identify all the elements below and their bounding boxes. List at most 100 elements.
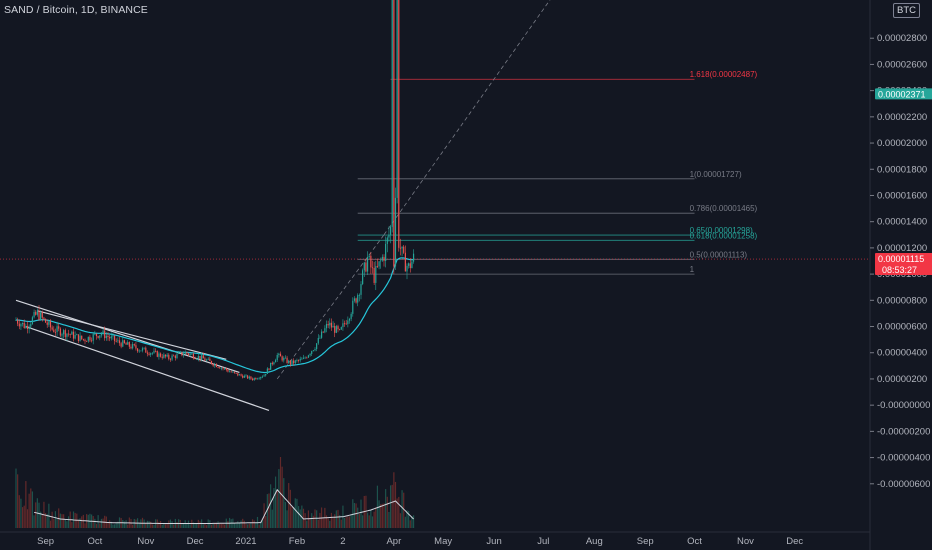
candle-body xyxy=(266,368,268,374)
fib-label: 1(0.00001727) xyxy=(690,170,742,179)
fib-label: 0.618(0.00001258) xyxy=(690,231,758,240)
volume-bar xyxy=(353,502,356,528)
volume-bar xyxy=(281,466,283,528)
time-tick-label: Jun xyxy=(486,536,501,547)
candle-body xyxy=(90,340,93,342)
candle-body xyxy=(378,261,380,267)
currency-badge[interactable]: BTC xyxy=(893,3,920,18)
volume-bar xyxy=(53,518,55,528)
candle-body xyxy=(238,374,241,376)
candle-body xyxy=(325,323,328,329)
candle-body xyxy=(261,376,264,378)
candle-body xyxy=(143,347,145,349)
candle-body xyxy=(409,263,411,269)
candle-body xyxy=(260,377,262,379)
volume-bar xyxy=(81,516,83,528)
volume-bar xyxy=(406,510,408,528)
candle-body xyxy=(61,334,63,336)
volume-bar xyxy=(366,512,369,528)
candle-body xyxy=(302,357,305,359)
candle-body xyxy=(314,349,316,351)
volume-bar xyxy=(325,515,328,528)
candle-body xyxy=(306,357,308,359)
volume-bar xyxy=(238,522,241,528)
fib-label: 0.786(0.00001465) xyxy=(690,204,758,213)
volume-bar xyxy=(28,493,30,528)
candle-body xyxy=(368,255,370,257)
time-tick-label: Dec xyxy=(187,536,204,547)
volume-bar xyxy=(145,523,147,528)
candle-body xyxy=(196,358,198,360)
candle-body xyxy=(36,310,38,315)
price-tick-label: 0.00000800 xyxy=(877,295,927,306)
volume-bar xyxy=(33,515,35,528)
candle-body xyxy=(307,355,310,358)
candle-body xyxy=(130,346,132,349)
chart-title: SAND / Bitcoin, 1D, BINANCE xyxy=(4,4,148,16)
candle-body xyxy=(358,294,360,296)
volume-bar xyxy=(233,523,236,528)
price-tick-label: -0.00000000 xyxy=(877,400,930,411)
volume-bar xyxy=(222,523,224,528)
volume-bar xyxy=(107,522,109,528)
candle-body xyxy=(109,337,111,339)
candle-body xyxy=(79,335,81,342)
volume-bar xyxy=(332,517,334,528)
candle-body xyxy=(375,266,377,283)
volume-bar xyxy=(343,517,346,528)
volume-bar xyxy=(192,522,195,528)
candle-body xyxy=(120,343,122,347)
time-axis[interactable]: Sep Oct Nov Dec 2021 Feb 2 Apr May Jun Jul Aug Sep Oc… xyxy=(0,531,870,547)
candle-body xyxy=(201,355,203,360)
candle-body xyxy=(343,323,346,325)
candle-body xyxy=(48,321,50,325)
volume-bar xyxy=(339,515,341,528)
candle-body xyxy=(95,333,98,337)
volume-bar xyxy=(54,511,57,528)
volume-bar xyxy=(371,516,374,528)
volume-bar xyxy=(396,498,398,528)
candle-body xyxy=(115,340,117,342)
candle-body xyxy=(393,0,395,267)
volume-bar xyxy=(393,472,395,528)
volume-bar xyxy=(365,495,367,528)
candle-body xyxy=(17,320,19,324)
drawings xyxy=(0,0,868,411)
candle-body xyxy=(159,353,162,357)
candles xyxy=(15,0,415,381)
candle-body xyxy=(146,352,149,354)
candle-body xyxy=(77,334,80,342)
volume-bar xyxy=(219,523,221,528)
candle-body xyxy=(270,362,272,370)
candle-body xyxy=(227,369,229,372)
candle-body xyxy=(176,353,178,359)
price-tick-label: -0.00000400 xyxy=(877,453,930,464)
candle-body xyxy=(72,331,75,339)
volume-bar xyxy=(255,523,257,528)
volume-bar xyxy=(150,521,152,528)
volume-bar xyxy=(151,524,153,528)
candle-body xyxy=(380,260,382,262)
candle-body xyxy=(220,367,222,369)
candle-body xyxy=(133,344,135,346)
candle-body xyxy=(362,270,364,285)
candle-body xyxy=(141,348,144,351)
volume-bar xyxy=(95,523,98,528)
candle-body xyxy=(403,246,405,253)
volume-bar xyxy=(205,525,208,528)
volume-bar xyxy=(362,515,364,528)
candle-body xyxy=(192,353,195,359)
volume-bar xyxy=(381,503,383,528)
volume-bar xyxy=(71,522,73,528)
candle-body xyxy=(173,355,175,357)
candle-body xyxy=(381,256,383,261)
volume-bar xyxy=(214,523,216,528)
price-tick-label: 0.00002600 xyxy=(877,59,927,70)
volume-bar xyxy=(196,523,198,528)
volume-bar xyxy=(112,524,114,528)
candle-body xyxy=(334,325,336,333)
candle-body xyxy=(386,237,388,244)
candle-body xyxy=(28,326,30,330)
